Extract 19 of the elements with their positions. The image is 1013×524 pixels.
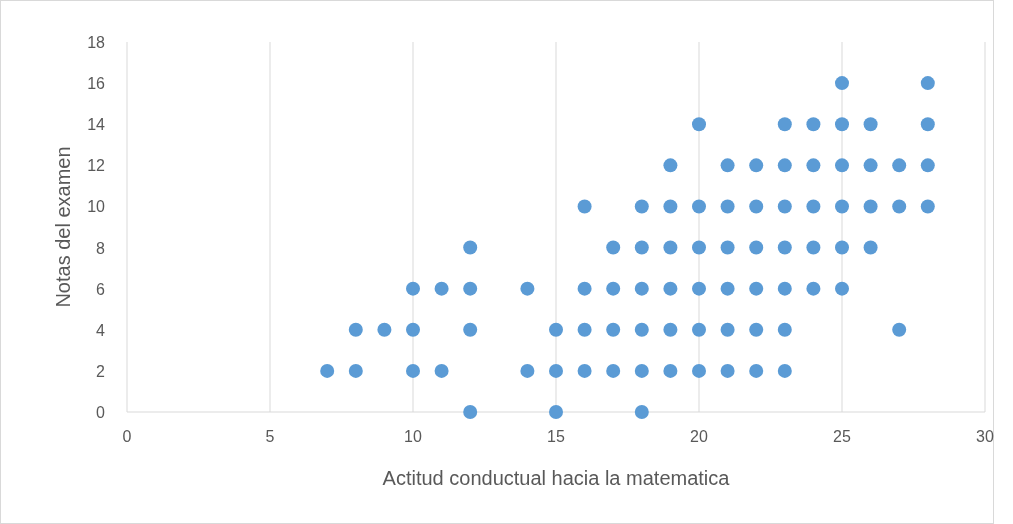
y-tick-label: 2 — [96, 362, 106, 380]
y-tick-label: 4 — [96, 321, 106, 339]
x-tick-label: 0 — [122, 428, 132, 445]
x-tick-label: 5 — [265, 428, 275, 445]
y-tick-label: 12 — [87, 157, 106, 175]
y-tick-label: 14 — [87, 116, 106, 134]
x-tick-label: 15 — [547, 428, 565, 445]
y-tick-label: 10 — [87, 198, 106, 216]
x-tick-label: 30 — [976, 428, 994, 445]
x-tick-label: 25 — [833, 428, 851, 445]
x-tick-label: 20 — [690, 428, 708, 445]
x-axis-title: Actitud conductual hacia la matematica — [382, 467, 731, 489]
y-tick-label: 6 — [96, 280, 106, 298]
x-tick-label: 10 — [404, 428, 422, 445]
y-axis-title: Notas del examen — [52, 146, 74, 308]
y-tick-label: 16 — [87, 75, 106, 93]
y-tick-label: 8 — [96, 239, 106, 257]
y-tick-label: 0 — [96, 404, 106, 421]
y-tick-label: 18 — [87, 34, 106, 51]
